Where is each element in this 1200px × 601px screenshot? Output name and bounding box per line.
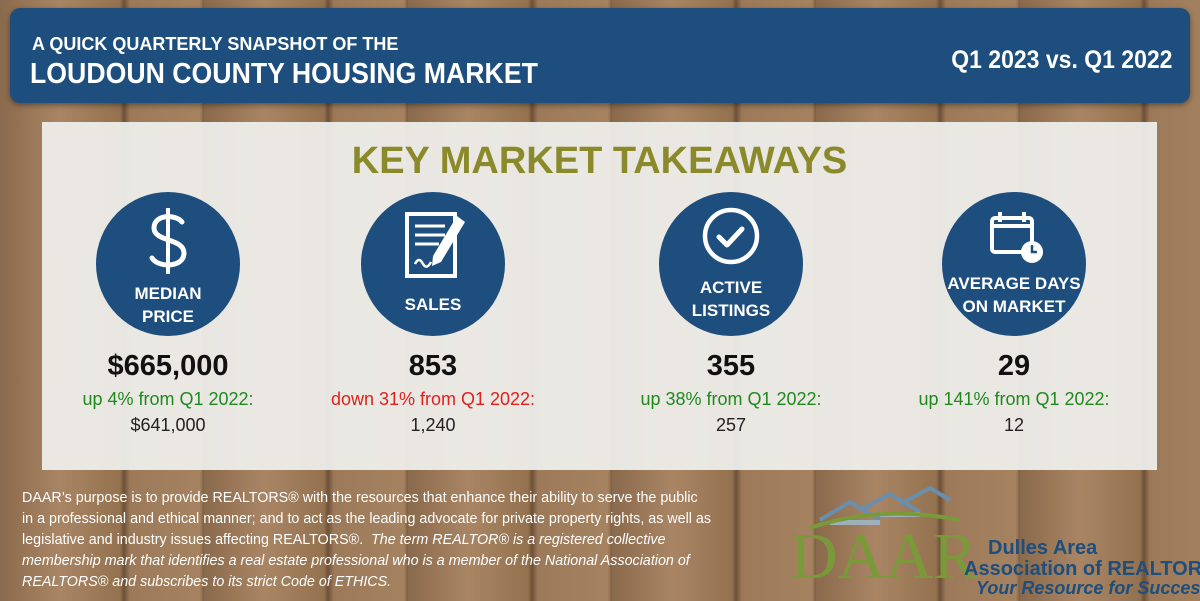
stat-label: SALES: [404, 295, 462, 314]
stat-change: up 38% from Q1 2022:: [640, 389, 822, 409]
header-title: LOUDOUN COUNTY HOUSING MARKET: [30, 58, 538, 90]
footer-text: DAAR’s purpose is to provide REALTORS® w…: [22, 488, 712, 593]
stat-previous: 1,240: [410, 415, 456, 435]
stat-value: 853: [408, 350, 458, 382]
stat-circle: SALES: [361, 192, 505, 336]
stat-previous: $641,000: [130, 415, 206, 435]
footer-italic: The term REALTOR® is a registered collec…: [22, 532, 690, 590]
daar-logo: DAAR Dulles Area Association of REALTORS…: [790, 485, 1200, 598]
contract-icon: [405, 212, 465, 278]
stat-card: MEDIAN PRICE $665,000 up 4% from Q1 2022:…: [38, 192, 298, 436]
takeaways-panel: KEY MARKET TAKEAWAYS MEDIAN PRICE $665,00…: [42, 122, 1157, 470]
calendar-icon: [990, 212, 1043, 263]
logo-line: Dulles Area: [988, 537, 1098, 559]
stat-change: down 31% from Q1 2022:: [330, 389, 536, 409]
stat-label: ON MARKET: [962, 297, 1066, 316]
stat-change: up 4% from Q1 2022:: [82, 389, 254, 409]
stat-previous: 257: [715, 415, 747, 435]
stat-circle: AVERAGE DAYS ON MARKET: [942, 192, 1086, 336]
stat-label: LISTINGS: [691, 301, 771, 320]
header-kicker: A QUICK QUARTERLY SNAPSHOT OF THE: [32, 34, 399, 54]
stat-value: 355: [706, 350, 756, 382]
check-icon: [702, 207, 760, 265]
stat-card: AVERAGE DAYS ON MARKET 29 up 141% from Q1…: [884, 192, 1144, 436]
stat-card: ACTIVE LISTINGS 355 up 38% from Q1 2022: …: [601, 192, 861, 436]
panel-title: KEY MARKET TAKEAWAYS: [351, 140, 848, 182]
stat-change: up 141% from Q1 2022:: [918, 389, 1110, 409]
logo-tagline: Your Resource for Success: [976, 578, 1200, 598]
header-period: Q1 2023 vs. Q1 2022: [950, 46, 1172, 74]
stat-label: PRICE: [142, 307, 194, 326]
stat-label: MEDIAN: [134, 284, 202, 303]
stat-label: AVERAGE DAYS: [947, 274, 1081, 293]
logo-line: Association of REALTORS®: [964, 558, 1200, 580]
header-bar: A QUICK QUARTERLY SNAPSHOT OF THE LOUDOU…: [10, 8, 1190, 103]
stat-value: 29: [997, 350, 1031, 382]
stat-card: SALES 853 down 31% from Q1 2022: 1,240: [303, 192, 563, 436]
logo-mark: DAAR: [790, 520, 977, 593]
stat-label: ACTIVE: [699, 278, 763, 297]
stat-value: $665,000: [107, 350, 229, 382]
stat-previous: 12: [1003, 415, 1025, 435]
stat-circle: ACTIVE LISTINGS: [659, 192, 803, 336]
footer-plain: DAAR’s purpose is to provide REALTORS® w…: [22, 490, 712, 548]
stat-circle: MEDIAN PRICE: [96, 192, 240, 336]
dollar-icon: [149, 208, 187, 274]
